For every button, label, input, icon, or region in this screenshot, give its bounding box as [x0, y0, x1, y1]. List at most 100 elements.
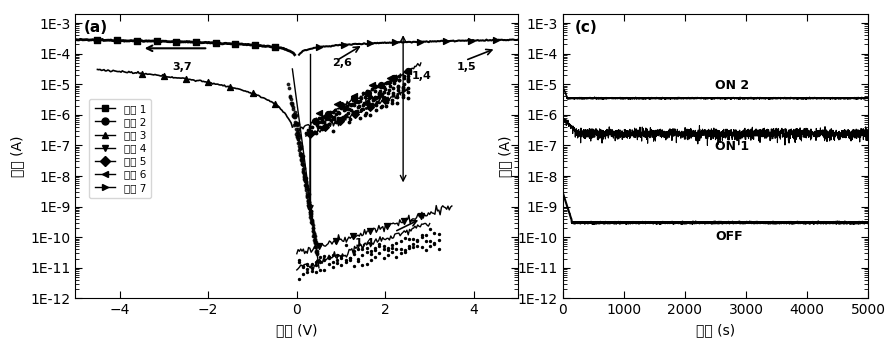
Point: [286, 105, 300, 110]
Point: [381, 245, 395, 251]
Point: [387, 78, 401, 84]
Point: [294, 156, 308, 162]
Point: [304, 128, 318, 134]
Point: [296, 162, 310, 168]
Point: [332, 111, 346, 116]
Point: [392, 83, 406, 89]
Text: (a): (a): [84, 19, 108, 35]
Point: [336, 102, 350, 108]
Point: [300, 184, 315, 189]
Point: [354, 95, 369, 101]
Point: [308, 129, 323, 135]
Point: [291, 129, 305, 135]
Point: [296, 169, 310, 175]
Point: [303, 124, 317, 130]
Text: ON 1: ON 1: [715, 140, 750, 153]
Point: [338, 259, 353, 265]
Point: [419, 232, 433, 238]
Point: [334, 255, 348, 261]
Point: [129, 38, 144, 44]
Point: [360, 100, 374, 105]
Point: [349, 108, 363, 114]
Text: 3,7: 3,7: [173, 62, 192, 72]
Point: [297, 165, 311, 170]
Point: [311, 259, 325, 264]
Point: [326, 252, 340, 258]
Point: [323, 109, 338, 115]
Point: [301, 200, 315, 205]
Point: [398, 249, 412, 255]
Point: [285, 106, 299, 112]
Point: [346, 97, 361, 102]
Point: [303, 210, 317, 215]
Point: [415, 232, 429, 238]
Point: [292, 153, 307, 158]
Point: [364, 251, 378, 256]
Point: [368, 255, 382, 260]
Point: [292, 141, 307, 146]
Point: [298, 177, 312, 182]
Point: [309, 248, 323, 254]
Point: [346, 234, 360, 239]
Point: [393, 250, 408, 255]
Point: [248, 42, 262, 48]
Point: [288, 119, 302, 125]
Point: [179, 76, 193, 82]
Point: [296, 264, 310, 269]
Point: [338, 42, 352, 48]
Point: [380, 99, 394, 105]
Point: [268, 101, 282, 107]
Point: [350, 98, 364, 104]
Point: [110, 38, 124, 43]
Point: [305, 218, 319, 223]
Point: [388, 40, 402, 45]
Point: [348, 99, 362, 104]
Point: [340, 104, 354, 109]
Point: [378, 98, 392, 103]
Point: [309, 130, 323, 135]
Point: [413, 39, 427, 44]
Point: [385, 97, 400, 103]
Point: [284, 96, 298, 102]
Point: [419, 247, 433, 253]
Point: [388, 77, 402, 82]
Point: [305, 268, 319, 274]
Point: [396, 87, 410, 93]
Point: [296, 169, 310, 174]
Point: [360, 245, 374, 251]
Point: [283, 94, 297, 99]
Point: [363, 104, 377, 110]
Point: [295, 162, 309, 167]
Point: [362, 41, 377, 46]
Point: [363, 112, 377, 117]
Point: [396, 92, 410, 97]
Point: [324, 113, 338, 119]
Point: [401, 86, 416, 91]
Point: [370, 100, 385, 105]
Point: [342, 119, 356, 124]
Point: [383, 83, 397, 89]
Point: [359, 92, 373, 98]
Point: [307, 233, 321, 239]
Point: [299, 184, 313, 189]
Point: [415, 234, 429, 239]
Point: [347, 248, 361, 254]
Point: [304, 216, 318, 221]
Point: [353, 98, 367, 103]
Point: [334, 102, 348, 108]
Point: [322, 255, 336, 261]
Text: 1,4: 1,4: [354, 238, 374, 248]
Point: [307, 121, 322, 126]
Point: [317, 119, 331, 124]
Point: [381, 252, 395, 257]
Point: [396, 85, 410, 90]
Point: [284, 100, 299, 105]
Point: [382, 87, 396, 92]
Point: [353, 115, 367, 120]
Point: [320, 122, 334, 128]
Point: [309, 249, 323, 254]
Point: [317, 254, 331, 259]
Point: [291, 126, 306, 132]
Point: [299, 187, 314, 193]
Point: [315, 126, 329, 132]
